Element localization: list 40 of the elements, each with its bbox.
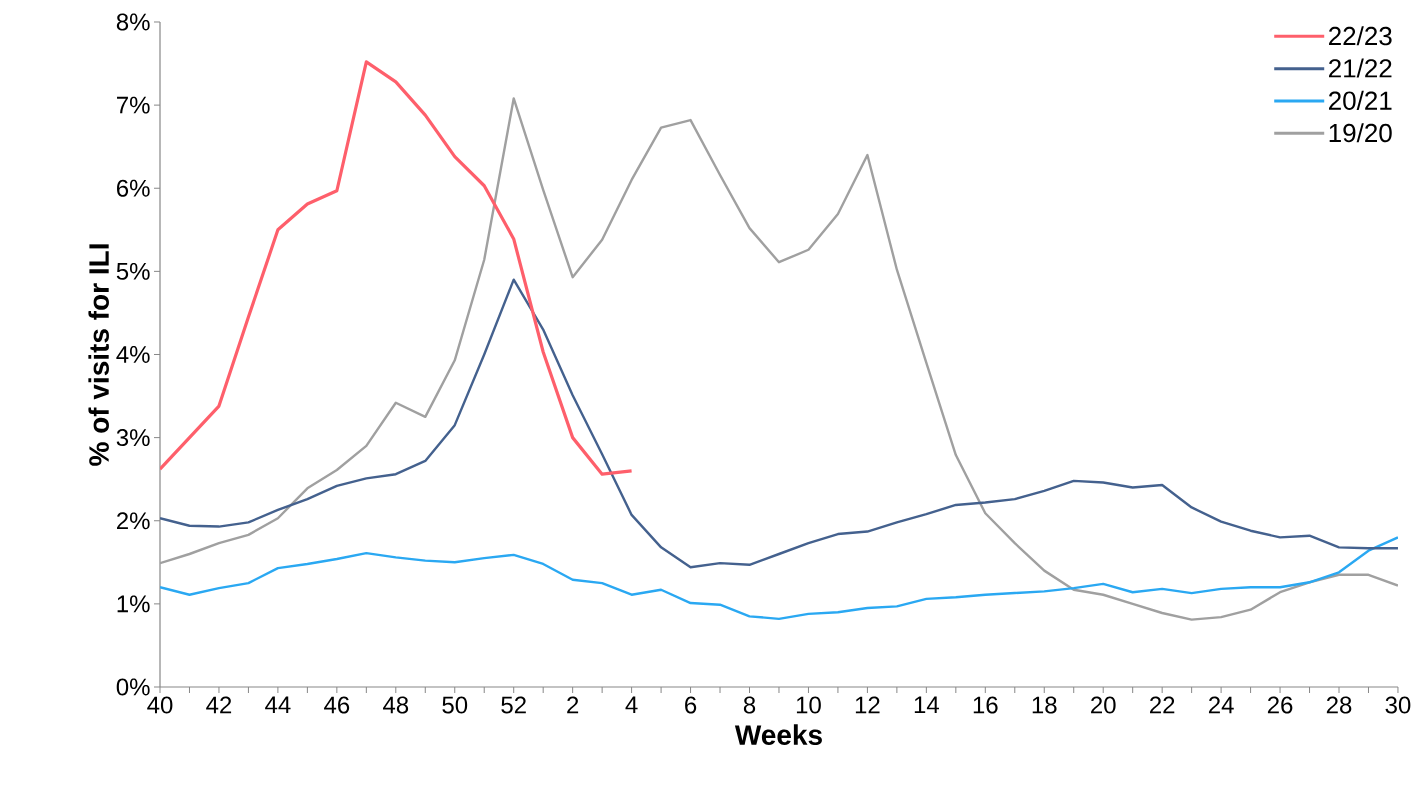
- x-tick-label: 4: [625, 696, 638, 714]
- x-tick-label: 28: [1326, 696, 1352, 714]
- x-tick-label: 6: [685, 696, 697, 714]
- x-tick-label: 46: [324, 696, 350, 714]
- legend-label: 21/22: [1329, 58, 1392, 78]
- y-tick-label: 6%: [117, 179, 150, 197]
- x-tick-label: 14: [914, 696, 939, 714]
- legend-label: 22/23: [1329, 26, 1392, 46]
- y-tick-label: 7%: [117, 96, 150, 114]
- x-tick-label: 30: [1385, 696, 1411, 714]
- x-tick-label: 10: [796, 696, 821, 714]
- x-tick-label: 40: [147, 696, 173, 714]
- x-tick-label: 26: [1267, 696, 1293, 714]
- line-series: [160, 278, 1398, 569]
- y-tick-label: 5%: [116, 262, 150, 280]
- x-tick-label: 18: [1032, 696, 1057, 714]
- y-tick-label: 4%: [116, 346, 150, 363]
- y-tick-label: 8%: [116, 13, 150, 31]
- legend-label: 19/20: [1329, 123, 1392, 143]
- x-tick-label: 20: [1091, 696, 1116, 714]
- x-tick-label: 2: [567, 696, 579, 714]
- y-axis-title: % of visits for ILI: [88, 244, 109, 466]
- x-tick-label: 52: [501, 696, 526, 714]
- x-tick-label: 24: [1208, 696, 1234, 714]
- y-tick-label: 2%: [117, 512, 150, 530]
- y-tick-label: 3%: [116, 429, 150, 447]
- x-tick-label: 44: [265, 696, 291, 714]
- x-tick-label: 50: [442, 696, 468, 714]
- y-tick-label: 1%: [117, 595, 150, 613]
- x-tick-label: 16: [973, 696, 998, 714]
- x-tick-label: 48: [383, 696, 409, 714]
- line-series: [160, 536, 1398, 621]
- x-axis-title: Weeks: [734, 724, 822, 745]
- y-tick-label: 0%: [116, 678, 150, 696]
- x-tick-label: 12: [855, 696, 880, 714]
- legend-label: 20/21: [1329, 90, 1392, 110]
- x-tick-label: 8: [743, 696, 756, 714]
- x-tick-label: 42: [206, 696, 232, 714]
- line-series: [160, 60, 634, 476]
- x-tick-label: 22: [1150, 696, 1175, 714]
